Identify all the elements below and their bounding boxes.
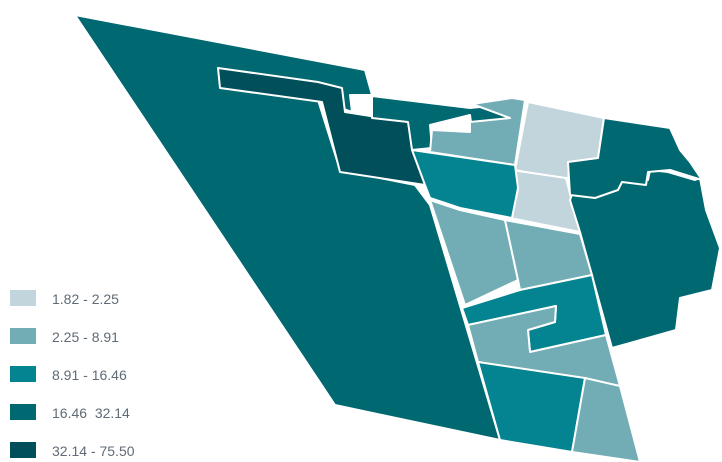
legend-item: 2.25 - 8.91 (10, 328, 210, 346)
legend-label: 16.46 32.14 (52, 405, 130, 421)
region-bottom-medium[interactable] (571, 377, 641, 462)
legend-item: 1.82 - 2.25 (10, 290, 210, 308)
legend-swatch (10, 290, 36, 306)
region-west[interactable] (74, 14, 501, 441)
legend-item: 32.14 - 75.50 (10, 442, 210, 460)
region-north-medium[interactable] (429, 97, 526, 166)
map-legend: 1.82 - 2.25 2.25 - 8.91 8.91 - 16.46 16.… (10, 290, 210, 462)
region-teal-north[interactable] (411, 149, 519, 219)
legend-label: 1.82 - 2.25 (52, 291, 119, 307)
legend-item: 8.91 - 16.46 (10, 366, 210, 384)
legend-swatch (10, 366, 36, 382)
region-east-notch[interactable] (567, 117, 703, 199)
legend-swatch (10, 328, 36, 344)
legend-label: 32.14 - 75.50 (52, 443, 135, 459)
legend-label: 8.91 - 16.46 (52, 367, 127, 383)
legend-label: 2.25 - 8.91 (52, 329, 119, 345)
legend-swatch (10, 404, 36, 420)
legend-swatch (10, 442, 36, 458)
legend-item: 16.46 32.14 (10, 404, 210, 422)
